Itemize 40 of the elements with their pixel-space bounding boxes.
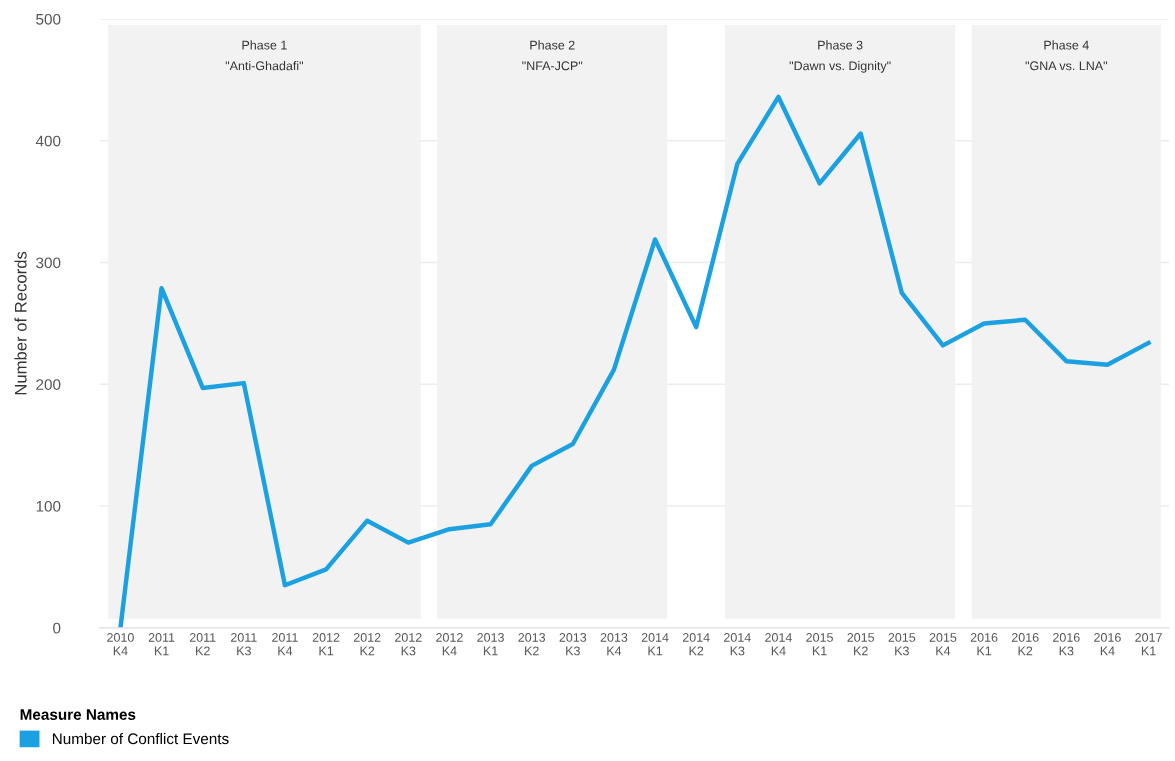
x-tick-label: 2012 K3 [395, 633, 422, 656]
x-tick-label: 2016 K4 [1094, 633, 1121, 656]
x-tick-label: 2011 K4 [272, 633, 298, 656]
y-tick-label: 0 [53, 622, 61, 634]
x-tick-label: 2010 K4 [107, 633, 134, 656]
x-tick-label: 2012 K1 [312, 633, 340, 656]
x-tick-label: 2014 K2 [682, 633, 710, 656]
x-tick-label: 2013 K2 [518, 633, 546, 656]
x-tick-label: 2013 K3 [559, 633, 587, 656]
x-tick-label: 2017 K1 [1135, 633, 1162, 656]
line-series [118, 94, 1151, 628]
x-tick-label: 2015 K2 [847, 633, 875, 656]
legend-title: Measure Names [20, 709, 136, 720]
x-tick-label: 2014 K1 [641, 633, 669, 656]
y-tick-label: 400 [35, 135, 61, 147]
x-tick-label: 2014 K4 [765, 633, 792, 656]
x-tick-label: 2011 K1 [148, 633, 175, 656]
legend-label: Number of Conflict Events [52, 732, 229, 745]
x-tick-label: 2013 K1 [477, 633, 504, 656]
y-tick-label: 300 [36, 257, 61, 269]
x-tick-label: 2016 K2 [1011, 633, 1039, 656]
x-tick-label: 2013 K4 [600, 633, 628, 656]
x-tick-label: 2015 K3 [888, 633, 916, 656]
x-tick-label: 2016 K1 [970, 633, 998, 656]
x-tick-label: 2011 K3 [231, 633, 257, 656]
x-tick-label: 2014 K3 [724, 633, 751, 656]
band-label: Phase 4 "GNA vs. LNA" [1025, 40, 1108, 71]
band-label: Phase 1 "Anti-Ghadafi" [225, 40, 304, 71]
y-tick-label: 200 [36, 379, 61, 390]
x-tick-label: 2012 K4 [436, 633, 463, 656]
x-tick-label: 2015 K1 [806, 633, 833, 656]
x-tick-label: 2011 K2 [189, 633, 216, 656]
band-label: Phase 3 "Dawn vs. Dignity" [789, 40, 891, 73]
x-tick-label: 2012 K2 [353, 633, 381, 656]
y-tick-label: 100 [36, 500, 61, 512]
y-tick-label: 500 [36, 13, 61, 25]
x-tick-label: 2015 K4 [929, 633, 957, 656]
x-tick-label: 2016 K3 [1053, 633, 1080, 656]
band-label: Phase 2 "NFA-JCP" [522, 40, 583, 71]
y-axis-title: Number of Records [14, 251, 27, 395]
